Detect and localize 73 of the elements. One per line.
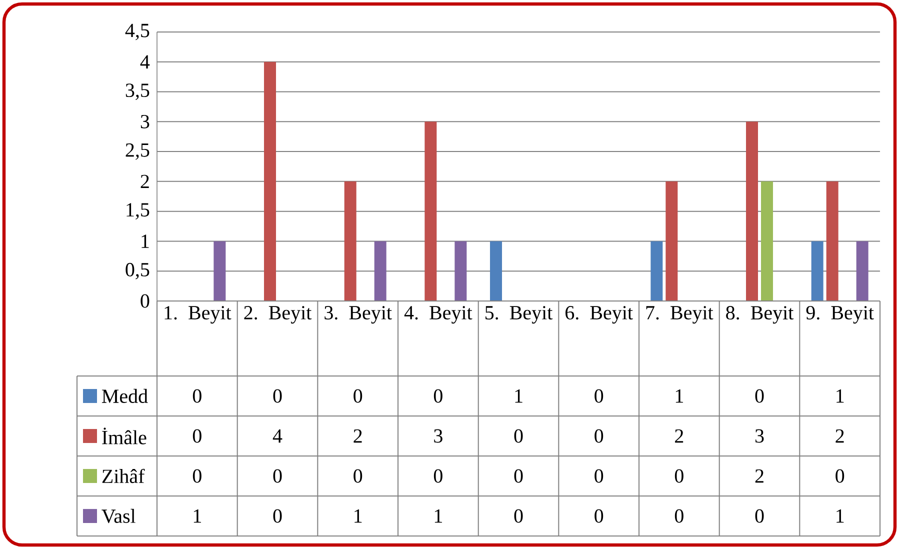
y-tick-label: 4: [140, 55, 150, 68]
data-label: 0: [273, 389, 282, 403]
x-tick-label: 5. Beyit: [485, 306, 553, 324]
y-tick-label: 3: [140, 114, 150, 128]
data-label: 0: [674, 509, 684, 523]
data-label: 2: [755, 469, 764, 483]
x-tick-label: 3. Beyit: [324, 306, 392, 324]
bar: [760, 181, 773, 301]
data-label: 0: [192, 469, 202, 483]
data-label: 1: [515, 389, 522, 403]
data-label: 1: [836, 389, 844, 403]
data-label: 0: [354, 389, 362, 403]
x-tick-label: 2. Beyit: [244, 306, 312, 324]
y-tick-label: 2,5: [126, 143, 150, 160]
data-label: 0: [755, 389, 764, 403]
data-label: 0: [674, 469, 684, 483]
x-tick-label: 7. Beyit: [646, 306, 714, 324]
bar: [666, 181, 678, 301]
data-label: 0: [514, 509, 523, 523]
bar: [826, 181, 838, 301]
y-tick-label: 3,5: [126, 84, 150, 100]
data-label: 1: [836, 509, 844, 523]
legend-label: İmâle: [102, 428, 146, 444]
legend-label: Vasl: [102, 508, 136, 524]
data-label: 0: [192, 429, 202, 443]
data-label: 1: [676, 389, 683, 403]
data-label: 2: [675, 429, 684, 443]
y-tick-label: 4,5: [125, 24, 150, 40]
y-tick-label: 0,5: [126, 262, 150, 280]
data-label: 4: [272, 429, 282, 443]
bar: [490, 241, 502, 301]
data-label: 0: [192, 389, 202, 403]
data-label: 0: [594, 389, 604, 403]
bar: [214, 241, 226, 301]
data-label: 0: [434, 389, 442, 403]
legend-label: Zihâf: [102, 468, 145, 484]
data-label: 3: [434, 429, 442, 443]
data-label: 2: [836, 429, 844, 443]
bar: [374, 241, 386, 301]
data-label: 0: [273, 469, 282, 483]
data-label: 0: [836, 469, 844, 483]
y-tick-label: 0: [140, 294, 150, 308]
x-tick-label: 8. Beyit: [726, 306, 794, 324]
bar: [746, 122, 758, 301]
data-label: 0: [594, 429, 604, 443]
bar: [856, 241, 868, 301]
data-label: 0: [755, 509, 764, 523]
data-label: 1: [354, 509, 362, 523]
data-label: 0: [514, 469, 523, 483]
legend-label: Medd: [102, 388, 148, 404]
bar: [424, 122, 437, 301]
bar: [264, 62, 276, 301]
x-tick-label: 1. Beyit: [164, 306, 232, 324]
x-tick-label: 6. Beyit: [566, 306, 633, 324]
data-label: 0: [354, 469, 362, 483]
y-tick-label: 1: [142, 234, 149, 248]
data-label: 0: [514, 429, 523, 443]
data-label: 1: [434, 509, 442, 523]
bar: [454, 241, 467, 301]
bar: [650, 241, 663, 301]
data-label: 0: [594, 469, 604, 483]
data-label: 0: [594, 509, 604, 523]
y-tick-label: 1,5: [126, 203, 150, 220]
data-label: 1: [194, 509, 201, 523]
bar: [344, 181, 356, 301]
data-label: 0: [434, 469, 442, 483]
y-tick-label: 2: [140, 174, 149, 188]
data-label: 3: [755, 429, 764, 443]
data-label: 0: [273, 509, 282, 523]
bar: [811, 241, 824, 301]
x-tick-label: 4. Beyit: [404, 306, 472, 324]
data-label: 2: [354, 429, 362, 443]
x-tick-label: 9. Beyit: [806, 306, 874, 324]
